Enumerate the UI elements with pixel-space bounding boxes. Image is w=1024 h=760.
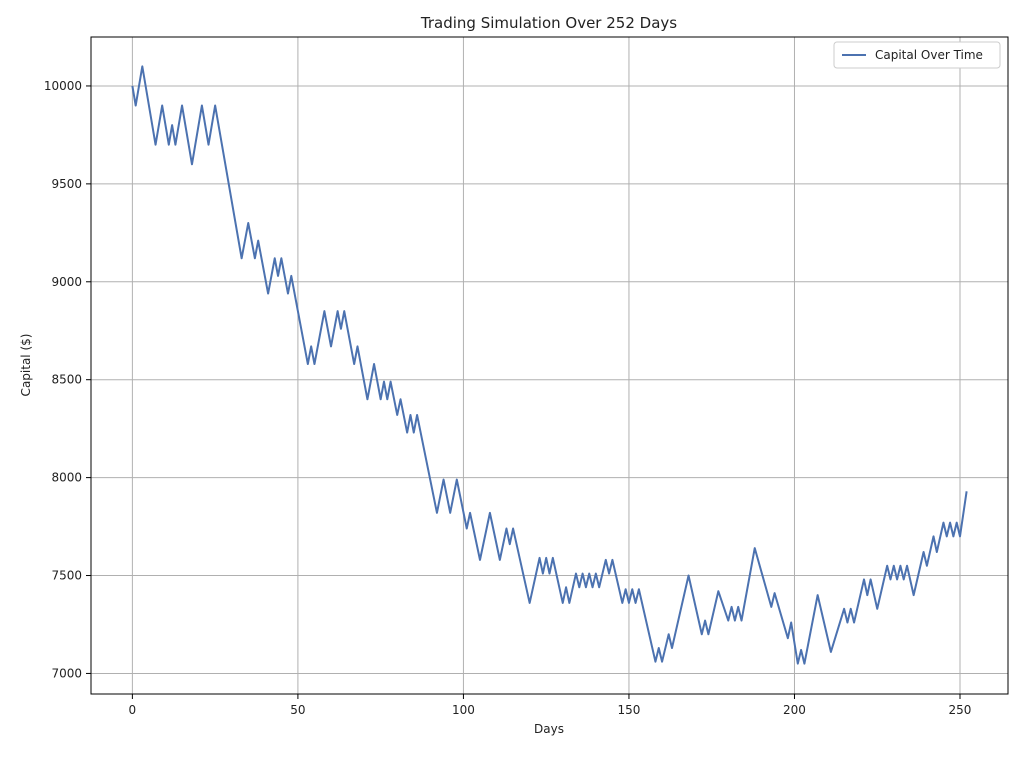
x-tick-label: 200 bbox=[783, 703, 806, 717]
y-tick-label: 8000 bbox=[51, 471, 82, 485]
x-tick-label: 150 bbox=[617, 703, 640, 717]
y-axis-label: Capital ($) bbox=[19, 334, 33, 397]
chart-title: Trading Simulation Over 252 Days bbox=[420, 14, 677, 32]
y-tick-label: 9000 bbox=[51, 275, 82, 289]
y-tick-label: 7500 bbox=[51, 569, 82, 583]
y-tick-label: 8500 bbox=[51, 373, 82, 387]
x-tick-label: 100 bbox=[452, 703, 475, 717]
y-axis-ticks: 7000 7500 8000 8500 9000 9500 10000 bbox=[44, 79, 91, 680]
grid bbox=[91, 37, 1008, 694]
x-axis-ticks: 0 50 100 150 200 250 bbox=[129, 694, 972, 717]
x-tick-label: 0 bbox=[129, 703, 137, 717]
x-tick-label: 250 bbox=[949, 703, 972, 717]
legend: Capital Over Time bbox=[833, 41, 1001, 69]
legend-label: Capital Over Time bbox=[875, 48, 983, 62]
series-line-capital-over-time bbox=[131, 65, 968, 665]
x-axis-label: Days bbox=[534, 722, 564, 736]
x-tick-label: 50 bbox=[290, 703, 305, 717]
legend-box bbox=[833, 41, 1001, 69]
y-tick-label: 7000 bbox=[51, 666, 82, 680]
y-tick-label: 10000 bbox=[44, 79, 82, 93]
plot-frame bbox=[90, 36, 1009, 695]
y-tick-label: 9500 bbox=[51, 177, 82, 191]
